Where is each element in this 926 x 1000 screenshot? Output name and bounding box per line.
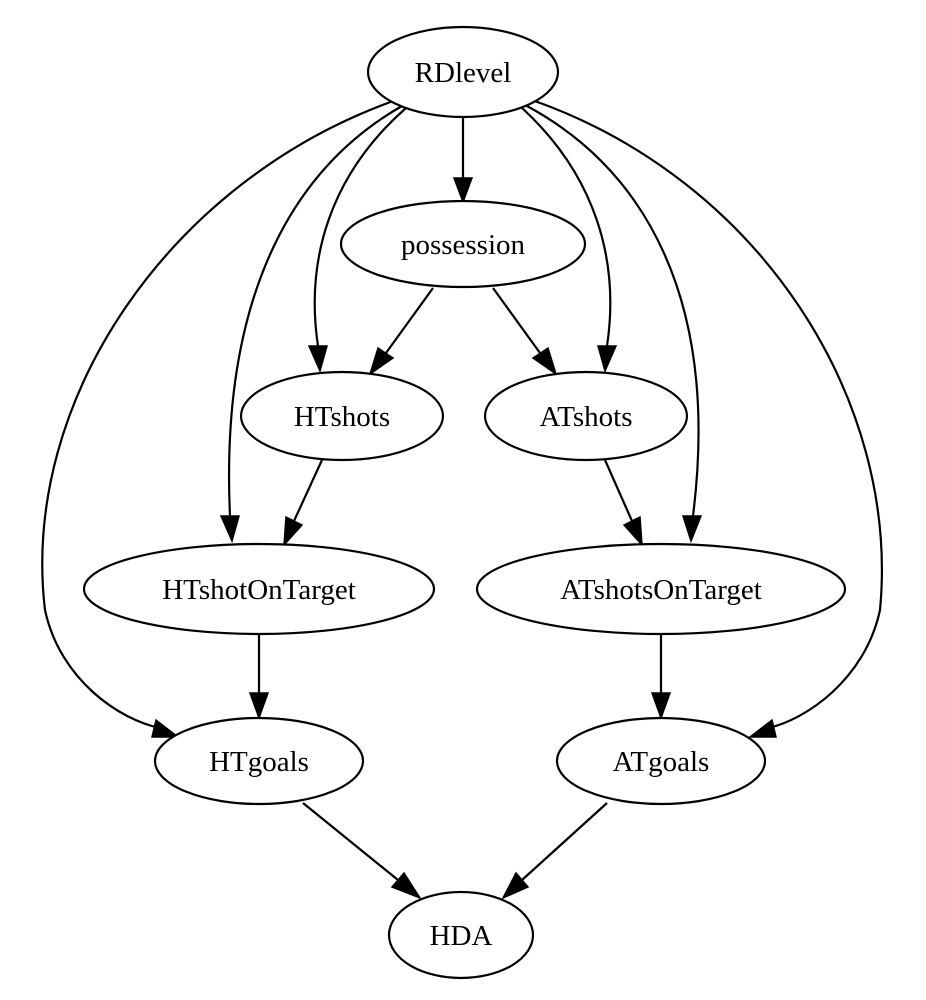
edge-rdlevel-atshots (521, 107, 618, 374)
edge-possession-atshots (492, 287, 558, 376)
node-htgoals-label: HTgoals (209, 746, 309, 778)
edge-rdlevel-htgoals (41, 98, 397, 738)
node-htshotontarget: HTshotOnTarget (82, 542, 436, 636)
edge-rdlevel-htshotontarget (219, 105, 403, 544)
node-possession-label: possession (401, 229, 526, 261)
node-rdlevel-label: RDlevel (415, 57, 512, 89)
edge-possession-htshots (368, 287, 434, 376)
node-atshots: ATshots (483, 370, 689, 462)
node-atshotsontarget-label: ATshotsOnTarget (560, 574, 762, 606)
edge-htgoals-hda (302, 802, 422, 900)
node-rdlevel: RDlevel (366, 25, 560, 119)
edge-atgoals-hda (501, 802, 608, 900)
node-atgoals-label: ATgoals (613, 746, 710, 778)
node-atgoals: ATgoals (555, 716, 767, 806)
node-htshotontarget-label: HTshotOnTarget (162, 574, 356, 606)
node-hda: HDA (387, 890, 535, 980)
edge-htshotontarget-htgoals (248, 634, 270, 721)
nodes: RDlevel possession HTshots ATshots HTsho… (82, 25, 847, 980)
edge-rdlevel-atgoals (531, 98, 883, 738)
node-atshots-label: ATshots (539, 401, 632, 433)
edge-htshots-htshotontarget (283, 459, 323, 548)
node-htgoals: HTgoals (153, 716, 365, 806)
edge-atshots-atshotsontarget (603, 459, 643, 548)
node-possession: possession (339, 199, 587, 289)
edge-rdlevel-atshotsontarget (526, 105, 703, 544)
edge-atshotsontarget-atgoals (650, 634, 672, 721)
node-htshots-label: HTshots (294, 401, 390, 433)
edges (41, 98, 883, 900)
edge-rdlevel-possession (452, 117, 474, 205)
node-hda-label: HDA (430, 920, 493, 952)
node-atshotsontarget: ATshotsOnTarget (475, 542, 847, 636)
edge-rdlevel-htshots (307, 107, 407, 374)
node-htshots: HTshots (239, 370, 445, 462)
